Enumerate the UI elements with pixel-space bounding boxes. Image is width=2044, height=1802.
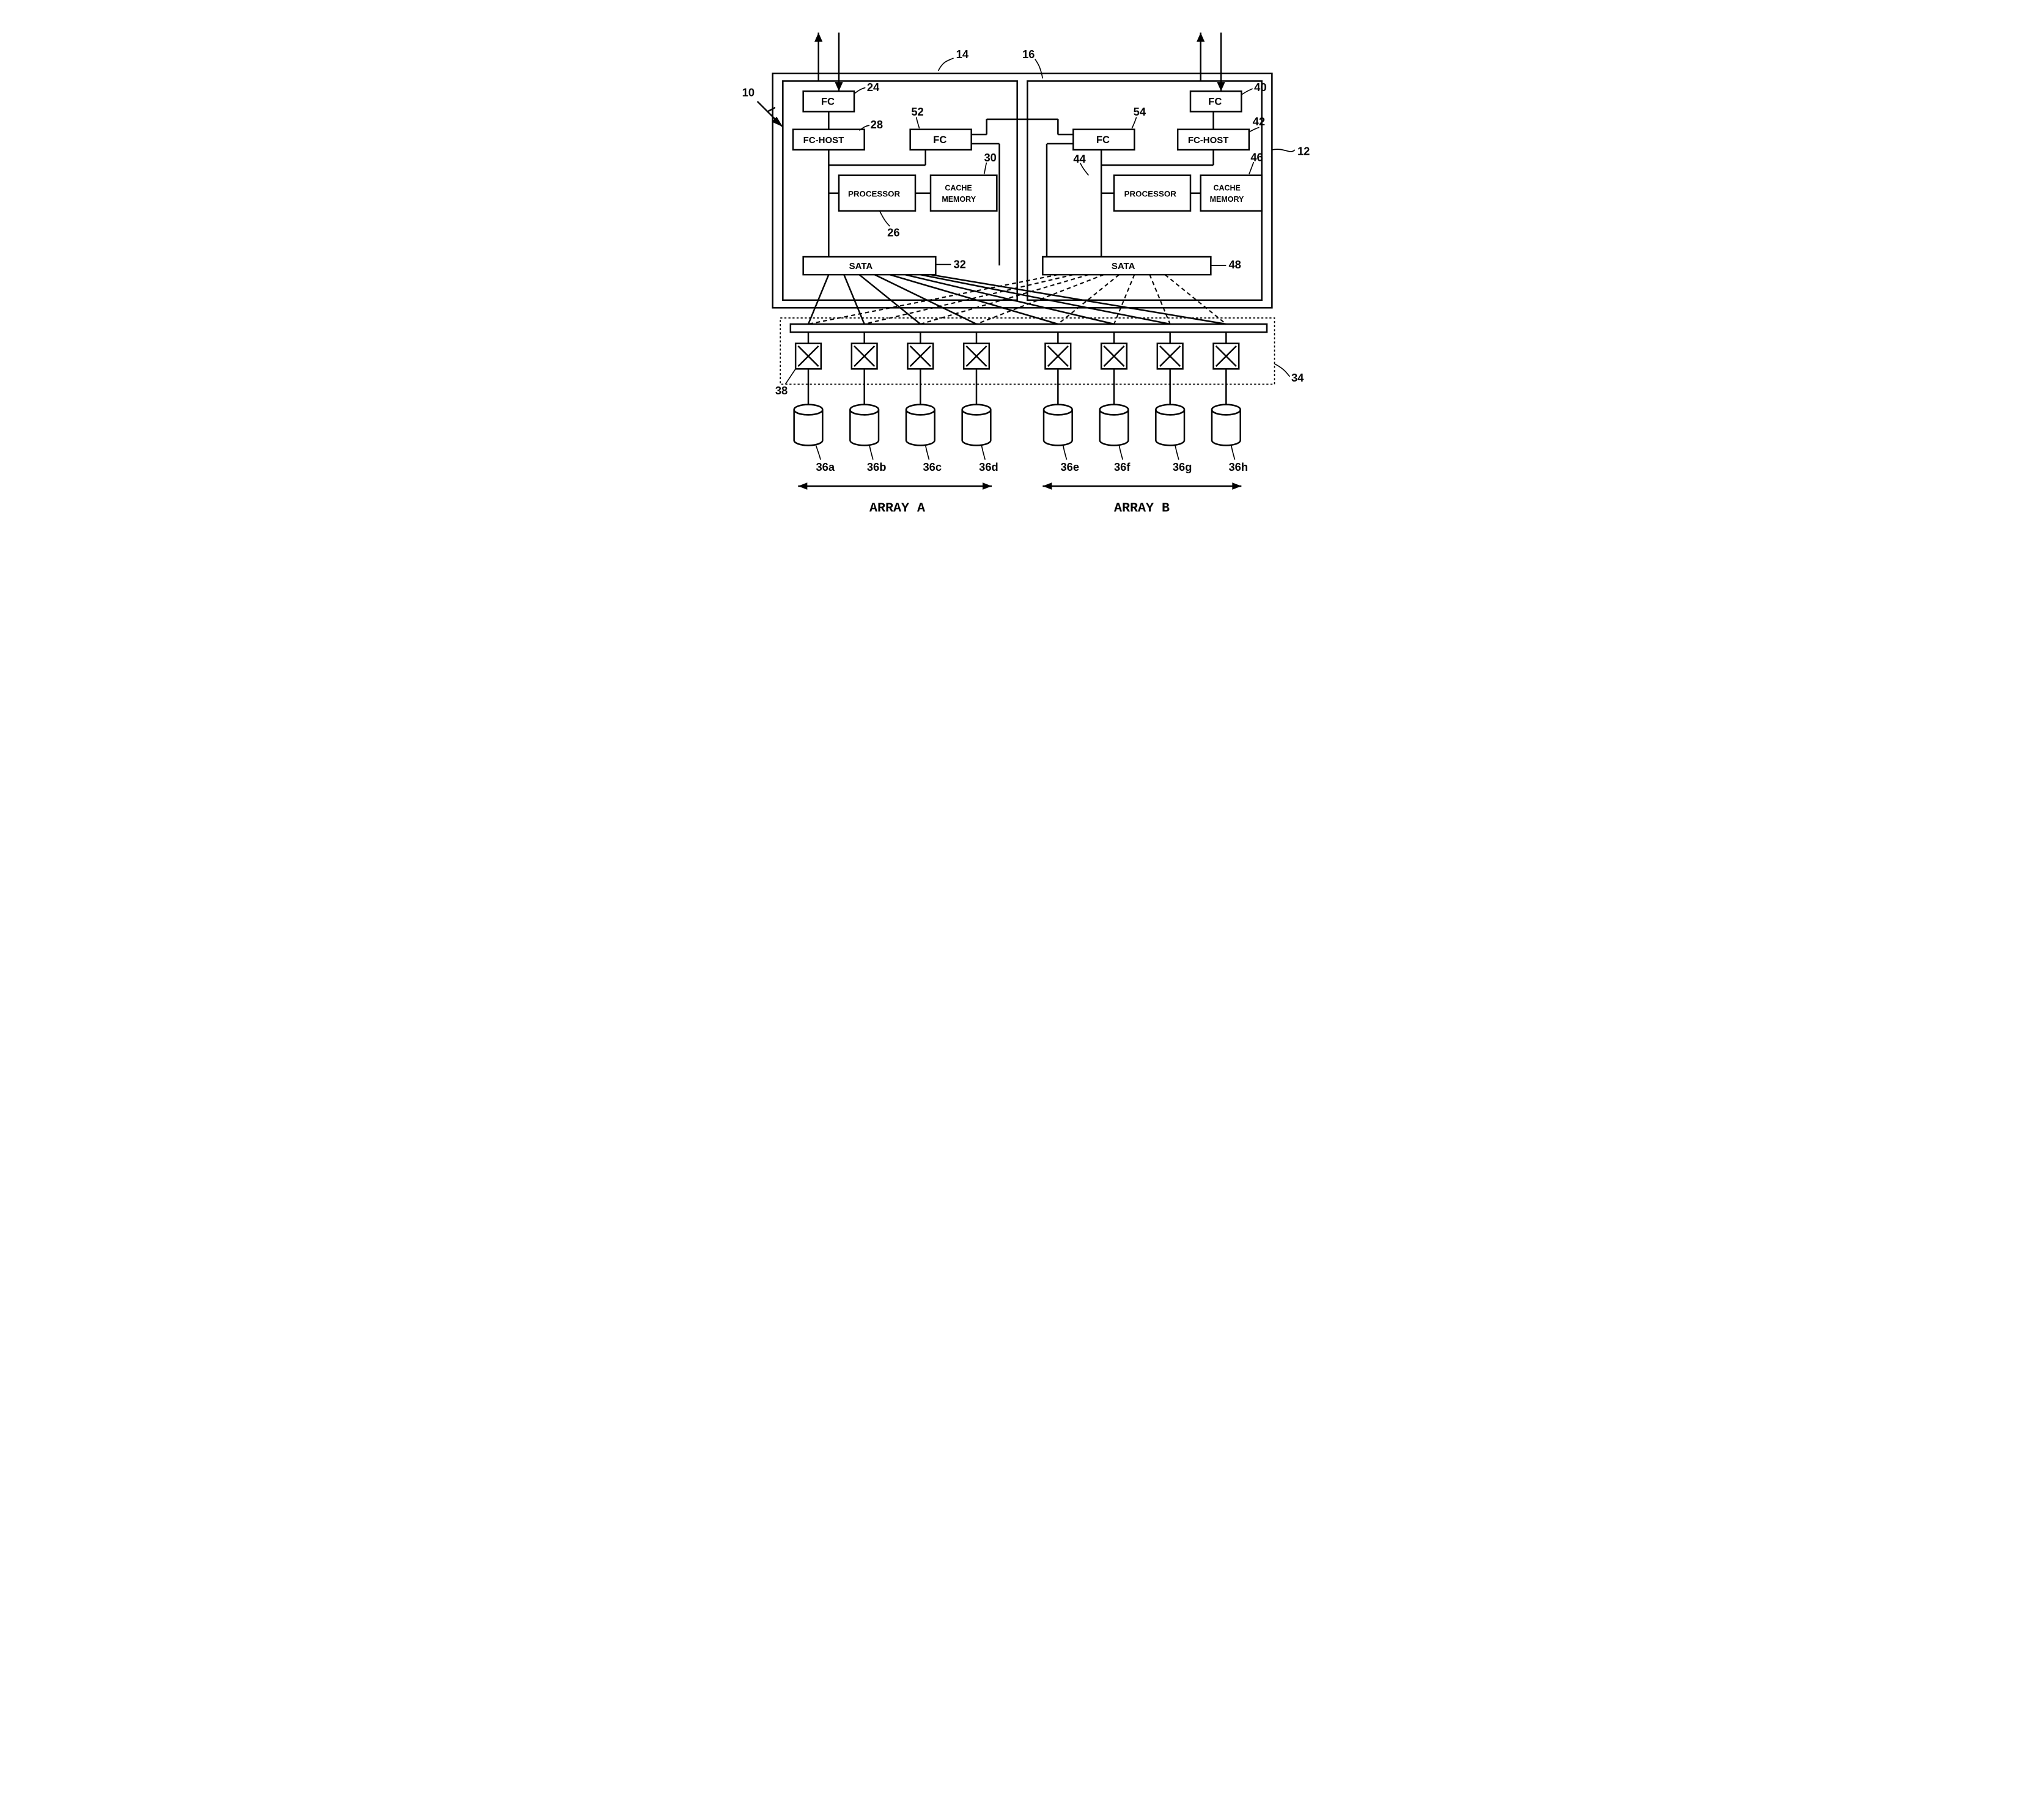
ref-42: 42 — [1252, 115, 1264, 128]
disk-36a — [794, 405, 822, 460]
cache-46-label1: CACHE — [1213, 184, 1240, 193]
ref-46: 46 — [1250, 150, 1263, 163]
ref-26: 26 — [887, 226, 899, 239]
ref-48: 48 — [1228, 258, 1241, 271]
cache-46-box — [1200, 175, 1261, 211]
ref-44: 44 — [1073, 152, 1086, 165]
fc-54-label: FC — [1096, 134, 1109, 146]
ref-30: 30 — [984, 151, 996, 164]
ref-40: 40 — [1254, 81, 1266, 94]
ref-12: 12 — [1297, 144, 1309, 157]
disk-36d — [962, 405, 991, 460]
ref-28: 28 — [870, 118, 882, 131]
cache-30-box — [931, 175, 997, 211]
ref-36e: 36e — [1060, 460, 1079, 473]
cache-30-label2: MEMORY — [942, 195, 976, 204]
switch-1 — [795, 332, 821, 404]
disk-36e — [1043, 405, 1072, 460]
ref-36a: 36a — [816, 460, 835, 473]
ref-36c: 36c — [923, 460, 942, 473]
ref-16: 16 — [1022, 48, 1035, 61]
ref-10: 10 — [742, 86, 754, 98]
switch-5 — [1045, 332, 1071, 404]
switch-7 — [1157, 332, 1182, 404]
processor-26-label: PROCESSOR — [848, 190, 901, 199]
ref-36f: 36f — [1113, 460, 1130, 473]
ref-36h: 36h — [1228, 460, 1248, 473]
fc-40-label: FC — [1208, 96, 1222, 108]
switch-6 — [1101, 332, 1127, 404]
switch-2 — [851, 332, 877, 404]
storage-array-diagram: 10 12 14 16 FC 24 FC-HOST 28 PROCESSOR 2… — [717, 12, 1328, 552]
switch-8 — [1213, 332, 1239, 404]
fc-24-label: FC — [821, 96, 834, 108]
array-a-label: ARRAY A — [869, 501, 925, 516]
disk-36h — [1211, 405, 1240, 460]
disk-36g — [1156, 405, 1184, 460]
cache-46-label2: MEMORY — [1209, 195, 1244, 204]
disk-36c — [906, 405, 935, 460]
processor-44-label: PROCESSOR — [1124, 190, 1176, 199]
ref-36d: 36d — [979, 460, 998, 473]
ref-32: 32 — [953, 257, 965, 270]
backplane-bar — [790, 324, 1266, 332]
fchost-28-label: FC-HOST — [803, 135, 844, 146]
ref-36g: 36g — [1172, 460, 1192, 473]
ref-24: 24 — [866, 81, 879, 94]
ref-36b: 36b — [866, 460, 886, 473]
cache-30-label1: CACHE — [945, 184, 972, 193]
disk-36f — [1099, 405, 1128, 460]
array-b-label: ARRAY B — [1113, 501, 1169, 516]
ref-52: 52 — [911, 105, 923, 118]
fchost-42-label: FC-HOST — [1187, 135, 1228, 146]
backplane-box — [780, 318, 1274, 384]
chassis-box — [772, 73, 1272, 308]
ref-54: 54 — [1133, 105, 1146, 118]
sata-48-label: SATA — [1111, 261, 1135, 271]
switch-4 — [964, 332, 989, 404]
fc-52-label: FC — [933, 134, 946, 146]
switch-3 — [907, 332, 933, 404]
sata-32-label: SATA — [849, 261, 873, 271]
ref-34: 34 — [1291, 371, 1304, 384]
disk-36b — [850, 405, 879, 460]
ref-14: 14 — [956, 48, 969, 61]
ref-38: 38 — [775, 384, 787, 397]
